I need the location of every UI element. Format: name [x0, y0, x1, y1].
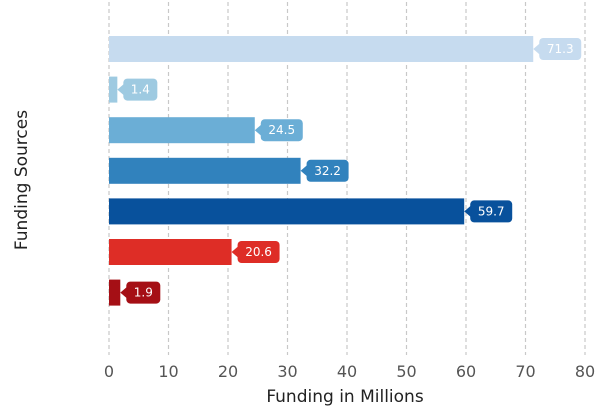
x-tick-5: 50	[396, 362, 416, 381]
data-label-box-4	[470, 200, 513, 223]
data-label-pointer-3	[300, 164, 308, 177]
x-tick-7: 70	[515, 362, 535, 381]
data-label-pointer-1	[117, 83, 125, 96]
bars	[109, 36, 534, 306]
data-label-5: 20.6	[231, 241, 280, 263]
data-label-box-0	[539, 38, 582, 60]
data-label-pointer-6	[120, 286, 128, 299]
data-label-6: 1.9	[120, 281, 161, 304]
x-tick-6: 60	[456, 362, 476, 381]
data-label-text-6: 1.9	[134, 286, 153, 300]
bar-0	[109, 36, 534, 62]
bar-6	[109, 279, 121, 306]
x-tick-labels: 0 10 20 30 40 50 60 70 80	[104, 362, 595, 381]
data-label-text-3: 32.2	[314, 164, 341, 178]
data-label-text-0: 71.3	[547, 42, 574, 56]
data-label-3: 32.2	[300, 159, 349, 182]
data-label-pointer-4	[464, 205, 472, 218]
data-label-box-6	[126, 281, 161, 304]
data-label-box-2	[260, 119, 303, 142]
bar-1	[109, 76, 118, 103]
data-label-text-1: 1.4	[131, 83, 150, 97]
bar-3	[109, 157, 301, 184]
bar-4	[109, 198, 465, 225]
data-label-pointer-5	[231, 246, 239, 258]
bar-5	[109, 239, 232, 265]
x-tick-0: 0	[104, 362, 114, 381]
x-tick-2: 20	[218, 362, 238, 381]
data-label-box-5	[237, 241, 280, 263]
data-label-0: 71.3	[533, 38, 582, 60]
data-label-box-3	[306, 159, 349, 182]
data-label-2: 24.5	[254, 119, 303, 142]
data-labels: 71.3 1.4 24.5 32.2 59.7 20.6 1.9	[117, 38, 582, 304]
x-tick-3: 30	[277, 362, 297, 381]
data-label-4: 59.7	[464, 200, 513, 223]
x-tick-1: 10	[158, 362, 178, 381]
y-axis-title: Funding Sources	[12, 110, 32, 250]
x-tick-4: 40	[337, 362, 357, 381]
x-axis-title: Funding in Millions	[266, 387, 424, 407]
data-label-pointer-0	[533, 43, 541, 55]
data-label-text-2: 24.5	[268, 123, 295, 137]
x-tick-8: 80	[575, 362, 595, 381]
data-label-pointer-2	[254, 124, 262, 137]
data-label-text-4: 59.7	[478, 204, 505, 218]
data-label-box-1	[123, 78, 158, 101]
data-label-text-5: 20.6	[245, 245, 272, 259]
bar-2	[109, 117, 255, 144]
data-label-1: 1.4	[117, 78, 158, 101]
